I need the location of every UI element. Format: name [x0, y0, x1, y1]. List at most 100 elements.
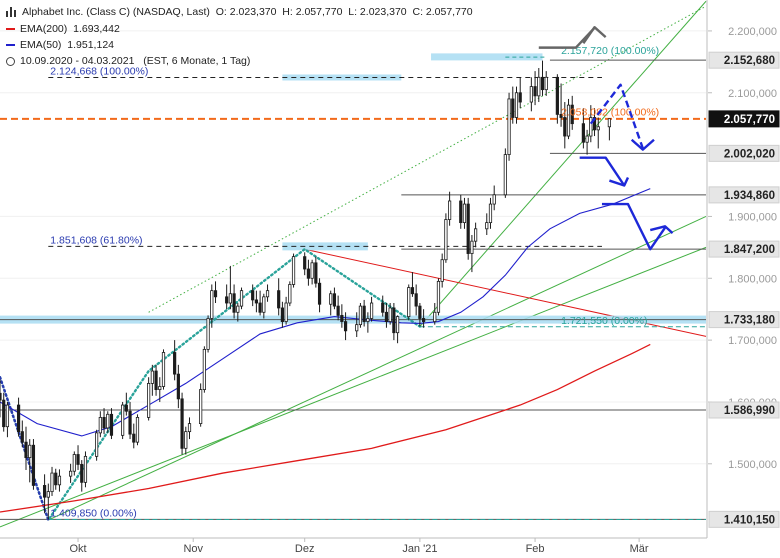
- price-level-label: 1.410,150: [724, 514, 775, 526]
- candle-body: [585, 135, 589, 143]
- candle-body: [418, 305, 422, 319]
- price-level-label: 2.057,770: [724, 114, 775, 126]
- candle-body: [98, 417, 102, 434]
- candle-body: [288, 284, 292, 304]
- candle-body: [277, 290, 281, 309]
- steep-uptrend-line: [419, 0, 707, 327]
- ema50-line: [0, 188, 651, 437]
- candles: [0, 60, 611, 520]
- swing-dotted-line: [0, 247, 422, 523]
- candle-body: [537, 76, 541, 97]
- candle-body: [236, 305, 240, 313]
- candle-body: [150, 370, 154, 384]
- range-detail: (EST, 6 Monate, 1 Tag): [143, 55, 251, 67]
- candle-body: [570, 104, 574, 125]
- candle-body: [228, 293, 232, 304]
- candle-body: [388, 307, 392, 322]
- y-axis-background: [708, 0, 780, 558]
- candle-body: [414, 293, 418, 307]
- candle-body: [392, 307, 396, 334]
- candle-body: [310, 262, 314, 279]
- candle-body: [254, 299, 258, 304]
- candle-body: [128, 410, 132, 435]
- candle-body: [57, 475, 62, 486]
- candle-body: [232, 293, 236, 313]
- candle-body: [488, 203, 493, 224]
- candle-body: [544, 76, 548, 91]
- y-tick-label: 1.500,000: [728, 459, 777, 471]
- candle-body: [251, 290, 255, 301]
- ema200-value: 1.693,442: [73, 23, 120, 35]
- candle-body: [440, 259, 444, 282]
- candle-body: [161, 352, 166, 387]
- x-tick-label: Feb: [526, 543, 545, 555]
- x-axis: Okt Nov Dez Jan '21 Feb Mär: [69, 538, 649, 555]
- x-tick-label: Nov: [183, 543, 203, 555]
- fib-level-label: 2.124,668 (100.00%): [50, 66, 148, 78]
- candle-body: [395, 316, 400, 334]
- candle-body: [596, 126, 600, 131]
- price-level-label: 1.733,180: [724, 315, 775, 327]
- y-tick-label: 1.800,000: [728, 273, 777, 285]
- candle-body: [336, 305, 340, 316]
- candle-body: [284, 302, 288, 322]
- gray-breakout-arrowhead: [582, 26, 607, 44]
- candle-body: [28, 444, 32, 459]
- candle-body: [492, 194, 496, 205]
- candle-body: [381, 302, 385, 313]
- candle-body: [607, 118, 611, 128]
- candle-body: [384, 311, 389, 322]
- fib618-zone-band: [282, 242, 368, 251]
- candle-body: [176, 373, 180, 400]
- candle-body: [158, 386, 162, 390]
- grid: [0, 30, 706, 465]
- candle-body: [410, 287, 415, 295]
- candle-body: [83, 455, 88, 483]
- x-tick-label: Jan '21: [402, 543, 437, 555]
- candle-body: [5, 404, 10, 428]
- candle-body: [563, 117, 567, 137]
- candle-body: [31, 444, 36, 486]
- candle-body: [485, 222, 489, 230]
- candle-body: [121, 404, 125, 436]
- long-uptrend-line: [0, 246, 707, 528]
- candle-body: [511, 98, 515, 118]
- candle-body: [529, 86, 533, 103]
- candle-body: [514, 92, 519, 118]
- price-level-label: 1.847,200: [724, 244, 775, 256]
- candle-body: [421, 318, 426, 322]
- fib-level-label: 1.409,850 (0.00%): [50, 508, 136, 520]
- candle-body: [95, 432, 99, 457]
- clock-icon: [6, 56, 15, 66]
- candle-body: [589, 117, 593, 137]
- price-level-box: [708, 144, 780, 162]
- price-level-box: [708, 186, 780, 204]
- candle-body: [69, 470, 73, 477]
- trendlines: [0, 0, 707, 528]
- candle-body: [317, 282, 322, 305]
- candle-body: [470, 240, 474, 254]
- candle-body: [184, 431, 188, 449]
- candle-body: [362, 305, 366, 322]
- candle-body: [444, 219, 448, 261]
- swing-dotted-line-start: [0, 376, 50, 522]
- scenario-arrow-2: [601, 202, 667, 251]
- candle-body: [206, 318, 210, 350]
- price-level-box: [708, 311, 780, 329]
- candle-body: [358, 305, 363, 326]
- fib-level-label-right: 1.721,550 (0.00%): [561, 315, 647, 327]
- candle-body: [135, 417, 140, 443]
- chart-title: Alphabet Inc. (Class C) (NASDAQ, Last): [22, 6, 210, 18]
- candle-body: [343, 321, 348, 332]
- candle-body: [555, 76, 559, 115]
- candle-body: [533, 86, 537, 97]
- candle-body: [369, 302, 374, 319]
- y-tick-label: 2.200,000: [728, 26, 777, 38]
- ema200-label: EMA(200): [20, 23, 68, 35]
- candle-body: [0, 392, 2, 401]
- annotations: 2.124,668 (100.00%) 1.851,608 (61.80%) 1.4…: [50, 26, 674, 520]
- candle-body: [474, 228, 478, 242]
- candle-body: [154, 370, 158, 390]
- candle-body: [329, 293, 333, 305]
